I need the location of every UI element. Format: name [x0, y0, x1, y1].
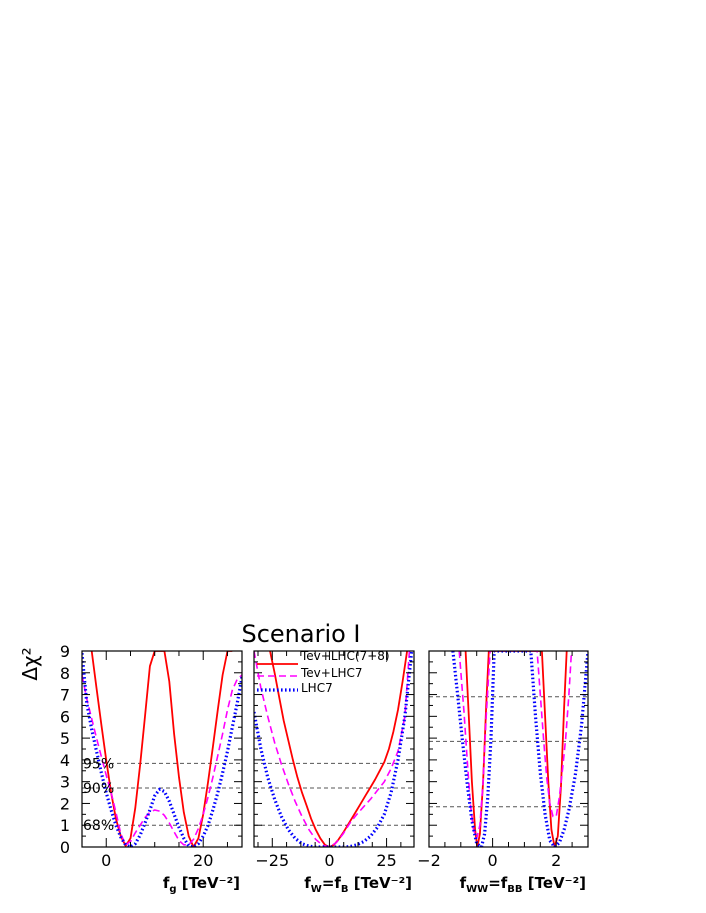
y-tick-label: 4 — [60, 751, 70, 770]
series-line-solid — [464, 651, 568, 847]
y-tick-label: 7 — [60, 686, 70, 705]
x-tick-label: 2 — [551, 851, 561, 870]
figure-title: Scenario I — [241, 620, 360, 648]
x-tick-label: −2 — [417, 851, 441, 870]
series-group — [82, 651, 242, 847]
plot-frame — [253, 650, 415, 848]
x-tick-label: 0 — [324, 851, 334, 870]
x-tick-label: −25 — [255, 851, 289, 870]
y-tick-label: 5 — [60, 729, 70, 748]
panel-1: 0 1 2 3 4 5 6 7 8 9 0 20 fg [TeV⁻²] 68% 90% 95% — [60, 642, 243, 895]
y-tick-label: 6 — [60, 707, 70, 726]
series-line-dashed — [254, 651, 411, 847]
panel-2: −25 0 25 fW=fB [TeV⁻²] Tev+LHC(7+8) Tev+LHC7L… — [253, 649, 415, 895]
legend-label: Tev+LHC7 — [300, 666, 363, 680]
series-line-dashed — [82, 674, 242, 846]
y-tick-label: 2 — [60, 794, 70, 813]
series-group — [451, 651, 588, 847]
confidence-label: 95% — [83, 756, 114, 772]
y-tick-label: 1 — [60, 816, 70, 835]
y-tick-label: 9 — [60, 642, 70, 661]
x-tick-label: 0 — [101, 851, 111, 870]
series-line-solid — [269, 651, 408, 847]
legend-label: Tev+LHC(7+8) — [300, 649, 390, 663]
confidence-label: 90% — [83, 781, 114, 797]
y-tick-label: 3 — [60, 773, 70, 792]
series-line-solid — [90, 651, 233, 847]
x-axis-label: fWW=fBB [TeV⁻²] — [460, 874, 586, 895]
confidence-label: 68% — [83, 818, 114, 834]
y-axis-label: Δχ² — [18, 647, 42, 680]
series-line-dashed — [458, 651, 573, 840]
series-line-dotted — [451, 651, 588, 847]
y-tick-label: 8 — [60, 664, 70, 683]
y-tick-label: 0 — [60, 838, 70, 857]
series-group — [254, 651, 414, 847]
series-line-dotted — [254, 651, 414, 847]
x-axis-label: fW=fB [TeV⁻²] — [304, 874, 412, 895]
x-tick-label: 20 — [193, 851, 213, 870]
x-tick-label: 0 — [488, 851, 498, 870]
panel-3: −2 0 2 fWW=fBB [TeV⁻²] — [417, 650, 589, 895]
legend-label: LHC7 — [301, 681, 333, 695]
x-axis-label: fg [TeV⁻²] — [163, 874, 240, 895]
x-tick-label: 25 — [376, 851, 396, 870]
